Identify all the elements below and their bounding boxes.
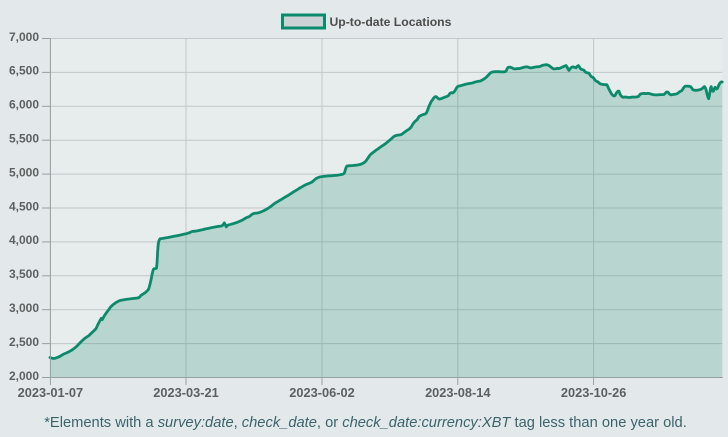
svg-text:*Elements with a survey:date,: *Elements with a survey:date, check_date… (44, 415, 687, 431)
svg-text:3,000: 3,000 (9, 301, 39, 315)
svg-text:4,000: 4,000 (9, 233, 39, 247)
svg-text:2023-01-07: 2023-01-07 (18, 385, 83, 400)
svg-text:7,000: 7,000 (9, 30, 39, 44)
svg-text:2023-06-02: 2023-06-02 (289, 385, 354, 400)
svg-text:5,500: 5,500 (9, 132, 39, 146)
svg-text:6,000: 6,000 (9, 98, 39, 112)
svg-text:2023-03-21: 2023-03-21 (153, 385, 218, 400)
svg-text:2,000: 2,000 (9, 369, 39, 383)
svg-text:Up-to-date Locations: Up-to-date Locations (330, 15, 452, 29)
svg-text:2023-10-26: 2023-10-26 (561, 385, 626, 400)
svg-text:6,500: 6,500 (9, 64, 39, 78)
svg-text:5,000: 5,000 (9, 165, 39, 179)
svg-text:4,500: 4,500 (9, 199, 39, 213)
svg-text:2,500: 2,500 (9, 335, 39, 349)
svg-text:2023-08-14: 2023-08-14 (425, 385, 491, 400)
svg-text:3,500: 3,500 (9, 267, 39, 281)
